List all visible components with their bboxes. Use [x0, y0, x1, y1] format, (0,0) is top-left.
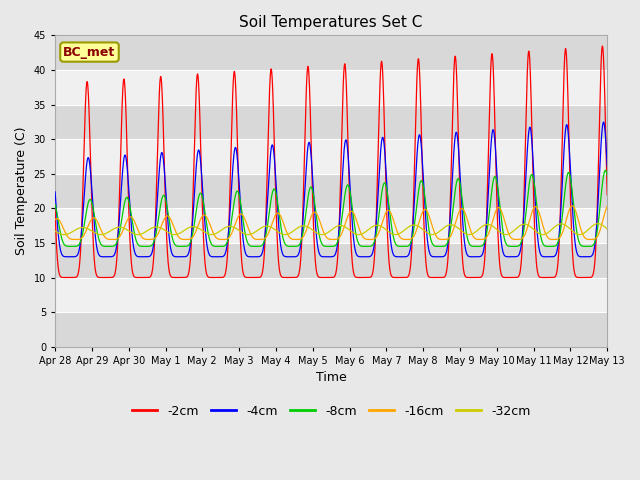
-8cm: [147, 243, 155, 249]
Bar: [55, 243, 607, 277]
Line: -8cm: -8cm: [55, 170, 607, 246]
-2cm: [287, 275, 295, 280]
X-axis label: Time: Time: [316, 372, 346, 384]
-2cm: [147, 273, 155, 278]
-32cm: [533, 229, 541, 235]
-32cm: [115, 225, 122, 230]
Legend: -2cm, -4cm, -8cm, -16cm, -32cm: -2cm, -4cm, -8cm, -16cm, -32cm: [127, 400, 535, 423]
-16cm: [51, 217, 59, 223]
-16cm: [533, 205, 541, 211]
-4cm: [600, 119, 607, 125]
Bar: [55, 70, 607, 105]
-4cm: [263, 205, 271, 211]
-16cm: [587, 237, 595, 242]
-8cm: [263, 226, 271, 232]
-4cm: [51, 189, 59, 195]
-32cm: [594, 221, 602, 227]
-8cm: [593, 232, 600, 238]
-32cm: [263, 223, 271, 229]
Line: -2cm: -2cm: [55, 46, 607, 277]
Bar: [55, 36, 607, 70]
-16cm: [568, 203, 576, 209]
-32cm: [593, 221, 600, 227]
Bar: [55, 277, 607, 312]
-16cm: [263, 233, 271, 239]
-8cm: [51, 202, 59, 207]
-8cm: [287, 243, 295, 249]
-2cm: [263, 179, 271, 184]
-4cm: [287, 254, 295, 260]
-4cm: [604, 164, 611, 169]
Text: BC_met: BC_met: [63, 46, 116, 59]
-8cm: [115, 236, 122, 241]
-32cm: [604, 226, 611, 232]
Bar: [55, 208, 607, 243]
Line: -16cm: -16cm: [55, 206, 607, 240]
-16cm: [114, 235, 122, 241]
-32cm: [287, 230, 295, 236]
-2cm: [593, 228, 600, 233]
Bar: [55, 174, 607, 208]
-16cm: [604, 204, 611, 209]
-2cm: [115, 229, 122, 235]
Bar: [55, 105, 607, 139]
-16cm: [147, 237, 155, 242]
Line: -4cm: -4cm: [55, 122, 607, 257]
Bar: [55, 139, 607, 174]
-4cm: [115, 229, 122, 235]
-2cm: [533, 266, 541, 272]
Line: -32cm: -32cm: [55, 224, 607, 235]
Y-axis label: Soil Temperature (C): Soil Temperature (C): [15, 127, 28, 255]
-8cm: [68, 243, 76, 249]
-4cm: [147, 252, 155, 258]
-16cm: [593, 235, 600, 240]
-2cm: [604, 192, 611, 198]
-2cm: [598, 43, 606, 49]
-2cm: [65, 275, 72, 280]
-32cm: [147, 226, 155, 231]
-32cm: [51, 228, 59, 234]
-8cm: [604, 173, 611, 179]
-8cm: [533, 205, 541, 211]
Bar: [55, 312, 607, 347]
Title: Soil Temperatures Set C: Soil Temperatures Set C: [239, 15, 423, 30]
-8cm: [602, 168, 609, 173]
-16cm: [287, 236, 294, 241]
-32cm: [60, 232, 68, 238]
-4cm: [593, 225, 600, 230]
-4cm: [533, 228, 541, 233]
-4cm: [66, 254, 74, 260]
-2cm: [51, 205, 59, 211]
